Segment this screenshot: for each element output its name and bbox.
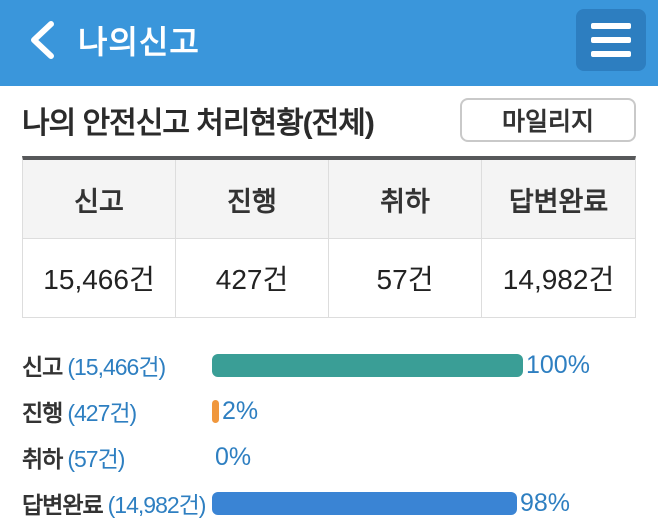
column-header-chwiha: 취하 (329, 160, 482, 238)
value-chwiha: 57건 (329, 239, 482, 317)
hamburger-menu-icon (591, 37, 631, 43)
hamburger-menu-icon (591, 51, 631, 57)
category-label: 답변완료 (22, 492, 104, 518)
bar-fill (212, 353, 523, 377)
back-button[interactable] (20, 12, 64, 68)
chart-row-label: 취하 (57건) (22, 440, 212, 474)
category-count: (57건) (67, 446, 125, 472)
page-header-title: 나의신고 (78, 24, 200, 60)
category-label: 취하 (22, 446, 63, 472)
chart-row-label: 답변완료 (14,982건) (22, 486, 212, 520)
status-bar-chart: 신고 (15,466건) 100% 진행 (427건) 2% 취하 (57건) … (22, 350, 636, 519)
app-header: 나의신고 (0, 0, 658, 86)
section-title-row: 나의 안전신고 처리현황(전체) 마일리지 (22, 96, 636, 144)
column-header-dabbyeon: 답변완료 (508, 186, 609, 217)
category-label: 진행 (22, 400, 63, 426)
category-count: (15,466건) (67, 354, 166, 380)
value-jinhaeng: 427건 (176, 239, 329, 317)
chart-row-label: 진행 (427건) (22, 394, 212, 428)
column-header-singo: 신고 (23, 160, 176, 238)
hamburger-menu-icon (591, 23, 631, 29)
bar-fill (212, 491, 517, 515)
main-content: 나의 안전신고 처리현황(전체) 마일리지 신고 진행 취하 답변완료 15,4… (0, 96, 658, 519)
chart-row-singo: 신고 (15,466건) 100% (22, 350, 636, 381)
section-title: 나의 안전신고 처리현황(전체) (22, 107, 375, 140)
column-header-jinhaeng: 진행 (176, 160, 329, 238)
report-summary-table: 신고 진행 취하 답변완료 15,466건 427건 57건 14,982건 (22, 156, 636, 318)
percent-label: 2% (222, 396, 259, 425)
percent-label: 100% (526, 350, 590, 379)
chart-row-chwiha: 취하 (57건) 0% (22, 442, 636, 473)
table-header-row: 신고 진행 취하 답변완료 (23, 160, 635, 239)
value-dabbyeon: 14,982건 (482, 239, 635, 317)
chart-row-jinhaeng: 진행 (427건) 2% (22, 396, 636, 427)
bar-fill (212, 399, 219, 423)
percent-label: 98% (520, 488, 571, 517)
percent-label: 0% (215, 442, 252, 471)
chart-row-dabbyeon: 답변완료 (14,982건) 98% (22, 488, 636, 519)
category-count: (427건) (67, 400, 137, 426)
category-label: 신고 (22, 354, 63, 380)
chevron-left-icon (31, 21, 54, 59)
mileage-button[interactable]: 마일리지 (460, 98, 636, 142)
category-count: (14,982건) (107, 492, 207, 518)
chart-row-label: 신고 (15,466건) (22, 348, 212, 382)
hamburger-menu-button[interactable] (576, 9, 646, 71)
table-value-row: 15,466건 427건 57건 14,982건 (23, 239, 635, 317)
value-singo: 15,466건 (23, 239, 176, 317)
